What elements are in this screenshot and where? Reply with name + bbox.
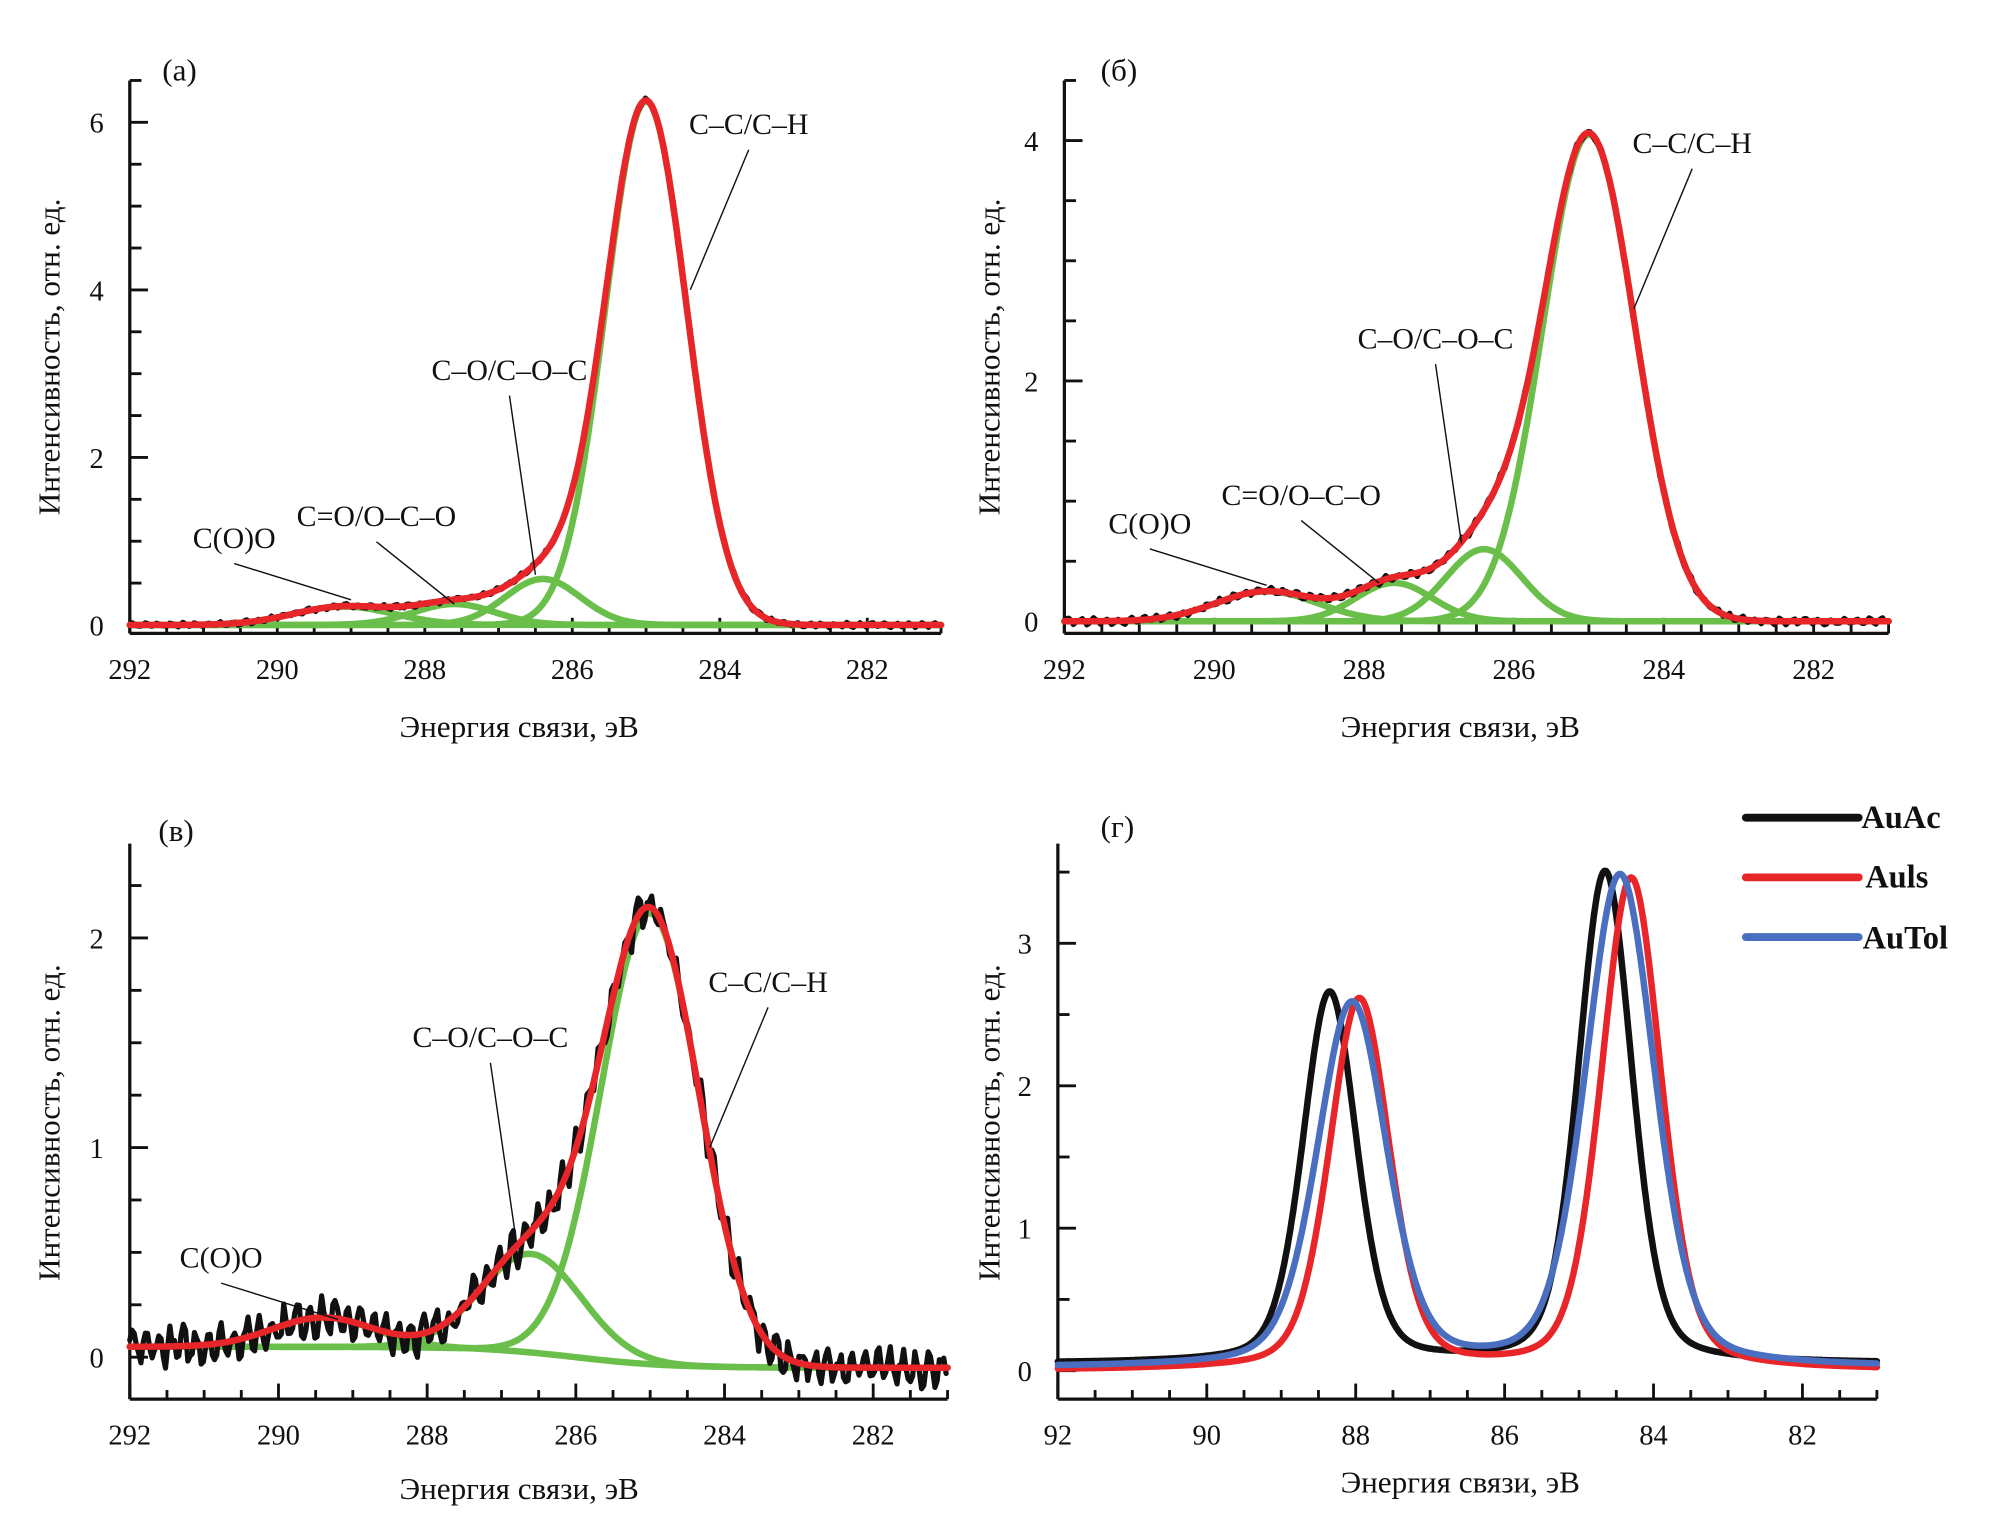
y-tick-label: 4 <box>1024 127 1038 158</box>
fit-envelope <box>126 903 951 1371</box>
peak-label: C–C/C–H <box>1633 127 1752 160</box>
y-tick-label: 6 <box>90 109 104 140</box>
x-tick-label: 288 <box>1343 655 1386 686</box>
y-tick-label: 0 <box>90 1344 104 1375</box>
x-tick-label: 284 <box>698 655 741 686</box>
y-tick-label: 1 <box>90 1134 104 1165</box>
x-tick-label: 282 <box>846 655 889 686</box>
annotation-leader <box>220 1282 339 1321</box>
y-axis-title: Интенсивность, отн. ед. <box>32 199 67 516</box>
panel-label: (б) <box>1101 52 1138 87</box>
fit-envelope <box>126 97 945 629</box>
x-tick-label: 288 <box>403 655 446 686</box>
x-tick-label: 292 <box>108 1421 151 1452</box>
panel-label: (в) <box>158 813 193 848</box>
peak-label: C=O/O–C–O <box>297 500 456 533</box>
peak-label: C(O)O <box>1108 507 1191 540</box>
legend-label-autol: AuTol <box>1863 921 1948 957</box>
series-line-auls <box>1054 874 1881 1372</box>
x-axis-title: Энергия связи, эВ <box>1341 1465 1580 1500</box>
y-tick-label: 2 <box>1018 1072 1032 1103</box>
annotation-leader <box>1633 168 1693 310</box>
annotation-leader <box>1149 548 1267 586</box>
x-tick-label: 288 <box>406 1421 449 1452</box>
series-line-auac <box>1054 867 1881 1365</box>
peak-label: C=O/O–C–O <box>1221 479 1380 512</box>
y-axis-title: Интенсивность, отн. ед. <box>32 964 67 1281</box>
peak-label: C–O/C–O–C <box>432 354 588 387</box>
panel-g: (г) Энергия связи, эВ Интенсивность, отн… <box>971 800 1948 1500</box>
x-tick-label: 90 <box>1193 1421 1222 1452</box>
peak-label: C–O/C–O–C <box>412 1021 568 1054</box>
peak-label: C–O/C–O–C <box>1358 323 1514 356</box>
y-tick-label: 2 <box>90 924 104 955</box>
y-tick-label: 1 <box>1018 1215 1032 1246</box>
x-tick-label: 290 <box>1193 655 1236 686</box>
annotation-leader <box>489 1062 518 1243</box>
y-tick-label: 0 <box>1024 608 1038 639</box>
annotation-leader <box>1300 520 1380 584</box>
annotation-leader <box>708 1007 769 1148</box>
x-tick-label: 290 <box>257 1421 300 1452</box>
x-tick-label: 292 <box>1043 655 1086 686</box>
x-tick-label: 286 <box>551 655 594 686</box>
annotation-leader <box>689 149 750 291</box>
y-axis-title: Интенсивность, отн. ед. <box>971 964 1006 1281</box>
panel-b: (б) Энергия связи, эВ Интенсивность, отн… <box>971 52 1892 744</box>
y-axis-title: Интенсивность, отн. ед. <box>971 199 1006 516</box>
x-tick-label: 88 <box>1341 1421 1370 1452</box>
x-axis-title: Энергия связи, эВ <box>1341 709 1580 744</box>
x-tick-label: 284 <box>703 1421 746 1452</box>
y-tick-label: 4 <box>90 276 104 307</box>
component-peak-cococ <box>126 575 945 629</box>
annotation-leader <box>508 395 537 575</box>
x-axis-title: Энергия связи, эВ <box>400 709 639 744</box>
fit-envelope <box>1061 129 1892 625</box>
y-tick-label: 2 <box>90 444 104 475</box>
peak-label: C(O)O <box>180 1242 263 1275</box>
annotation-leader <box>234 562 352 601</box>
panel-label: (г) <box>1101 809 1135 844</box>
panel-label: (a) <box>162 52 197 87</box>
x-tick-label: 282 <box>1792 655 1835 686</box>
series-line-autol <box>1054 870 1881 1369</box>
x-tick-label: 282 <box>852 1421 895 1452</box>
legend-label-auls: Auls <box>1865 860 1928 896</box>
legend-label-auac: AuAc <box>1861 800 1940 836</box>
y-tick-label: 2 <box>1024 367 1038 398</box>
x-tick-label: 92 <box>1044 1421 1073 1452</box>
y-tick-label: 0 <box>90 611 104 642</box>
x-tick-label: 82 <box>1788 1421 1817 1452</box>
panel-v: (в) Энергия связи, эВ Интенсивность, отн… <box>32 813 951 1506</box>
peak-label: C–C/C–H <box>689 108 808 141</box>
y-tick-label: 0 <box>1018 1357 1032 1388</box>
x-tick-label: 292 <box>108 655 151 686</box>
x-tick-label: 286 <box>1493 655 1536 686</box>
x-tick-label: 286 <box>554 1421 597 1452</box>
peak-label: C–C/C–H <box>708 966 827 999</box>
x-tick-label: 290 <box>256 655 299 686</box>
x-tick-label: 86 <box>1490 1421 1519 1452</box>
peak-label: C(O)O <box>193 522 276 555</box>
x-axis-title: Энергия связи, эВ <box>400 1471 639 1506</box>
annotation-leader <box>375 541 455 605</box>
y-tick-label: 3 <box>1018 930 1032 961</box>
x-tick-label: 284 <box>1642 655 1685 686</box>
panel-a: (a) Энергия связи, эВ Интенсивность, отн… <box>32 52 945 744</box>
annotation-leader <box>1434 364 1463 544</box>
x-tick-label: 84 <box>1639 1421 1668 1452</box>
legend: AuAc Auls AuTol <box>1741 800 1948 957</box>
